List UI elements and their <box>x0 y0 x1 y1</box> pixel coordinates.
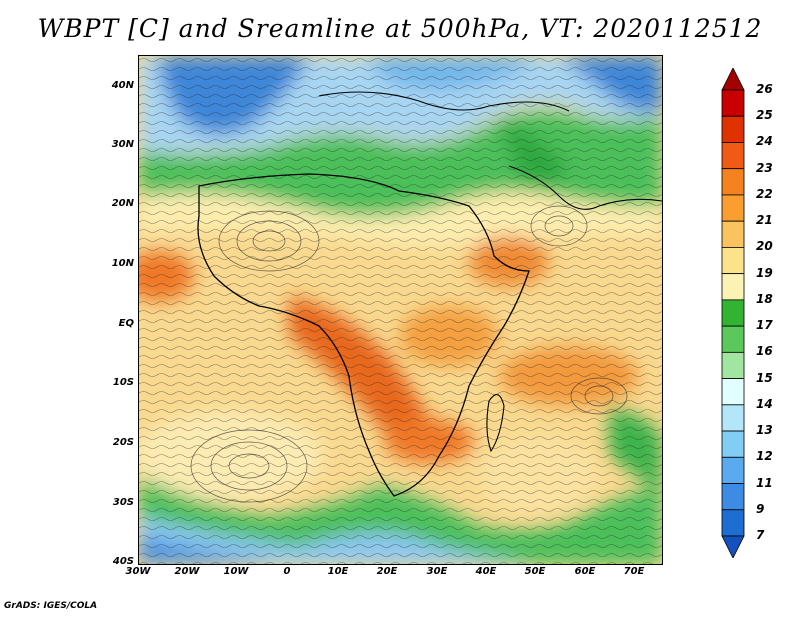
lat-label-eq: EQ <box>118 318 134 329</box>
lon-label-50e: 50E <box>524 566 546 577</box>
colorbar-cell <box>721 273 745 301</box>
lat-label-20s: 20S <box>112 437 134 448</box>
colorbar-level-label: 13 <box>756 423 773 438</box>
colorbar-level-label: 14 <box>756 396 773 411</box>
colorbar-level-label: 9 <box>756 501 765 516</box>
colorbar-top-triangle <box>721 68 745 91</box>
colorbar-level-label: 25 <box>756 108 773 123</box>
colorbar-level-label: 17 <box>756 318 773 333</box>
lon-label-30w: 30W <box>125 566 151 577</box>
colorbar-level-label: 22 <box>756 186 773 201</box>
lon-label-60e: 60E <box>574 566 596 577</box>
streamline-map[interactable] <box>138 55 663 565</box>
map-field <box>139 56 662 564</box>
lon-label-40e: 40E <box>475 566 497 577</box>
colorbar-cell <box>721 378 745 406</box>
colorbar-level-label: 19 <box>756 265 773 280</box>
lon-label-10w: 10W <box>223 566 249 577</box>
vortices <box>190 205 628 503</box>
colorbar-cell <box>721 430 745 458</box>
lat-label-10n: 10N <box>111 258 134 269</box>
lat-label-30n: 30N <box>111 139 134 150</box>
lat-label-20n: 20N <box>111 198 134 209</box>
colorbar-level-label: 23 <box>756 160 773 175</box>
lat-label-30s: 30S <box>112 497 134 508</box>
colorbar-level-label: 24 <box>756 134 773 149</box>
colorbar-cell <box>721 115 745 143</box>
lon-label-10e: 10E <box>327 566 349 577</box>
lon-label-0: 0 <box>283 566 291 577</box>
colorbar-level-label: 21 <box>756 213 773 228</box>
colorbar-cell <box>721 89 745 117</box>
colorbar-bottom-triangle <box>721 535 745 558</box>
colorbar-level-label: 18 <box>756 291 773 306</box>
colorbar <box>721 68 745 558</box>
europe-coastline <box>318 91 570 112</box>
lon-label-30e: 30E <box>426 566 448 577</box>
colorbar-level-label: 15 <box>756 370 773 385</box>
lon-label-70e: 70E <box>623 566 645 577</box>
colorbar-level-label: 7 <box>756 528 765 542</box>
map-title: WBPT [C] and Sreamline at 500hPa, VT: 20… <box>37 14 763 43</box>
madagascar-coastline <box>486 394 505 453</box>
colorbar-cell <box>721 483 745 511</box>
colorbar-level-label: 20 <box>756 239 773 254</box>
colorbar-cell <box>721 247 745 275</box>
colorbar-cell <box>721 351 745 379</box>
colorbar-cell <box>721 168 745 196</box>
arabia-coastline <box>508 165 662 210</box>
lon-label-20e: 20E <box>376 566 398 577</box>
colorbar-cell <box>721 456 745 484</box>
colorbar-level-label: 26 <box>756 82 773 96</box>
colorbar-cell <box>721 142 745 170</box>
streamlines <box>139 56 662 564</box>
lat-label-10s: 10S <box>112 377 134 388</box>
africa-coastline <box>197 173 530 497</box>
grads-credit: GrADS: IGES/COLA <box>4 601 98 611</box>
colorbar-level-label: 11 <box>756 475 773 490</box>
colorbar-cell <box>721 325 745 353</box>
colorbar-cell <box>721 509 745 537</box>
colorbar-cell <box>721 220 745 248</box>
lat-label-40n: 40N <box>111 80 134 91</box>
lat-label-40s: 40S <box>112 556 134 567</box>
colorbar-cell <box>721 194 745 222</box>
lon-label-20w: 20W <box>174 566 200 577</box>
colorbar-level-label: 12 <box>756 449 773 464</box>
colorbar-cell <box>721 299 745 327</box>
colorbar-level-label: 16 <box>756 344 773 359</box>
colorbar-cell <box>721 404 745 432</box>
